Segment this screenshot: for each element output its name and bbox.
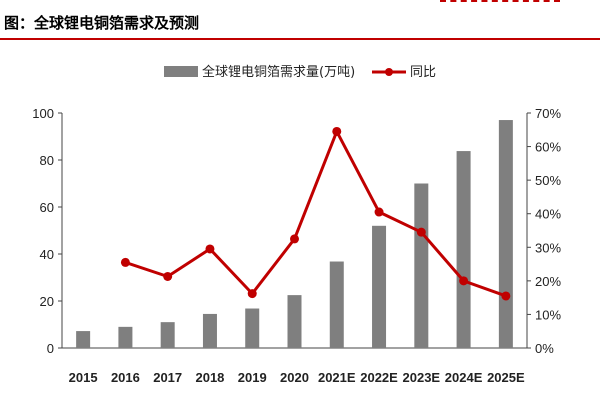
growth-point	[332, 126, 342, 136]
growth-line-path	[124, 127, 507, 298]
title-underline	[0, 38, 600, 40]
bar	[245, 308, 260, 348]
bar	[118, 326, 133, 348]
bars	[76, 120, 513, 348]
legend-bar-swatch	[164, 66, 198, 77]
bar	[372, 225, 387, 348]
growth-point	[501, 291, 511, 301]
bar	[456, 151, 471, 348]
y-left-tick-label: 40	[40, 247, 54, 262]
y-right-tick-label: 30%	[535, 240, 561, 255]
legend-line-label: 同比	[410, 65, 436, 80]
growth-point	[247, 289, 257, 299]
chart-title: 图：全球锂电铜箔需求及预测	[4, 14, 200, 32]
y-left-tick-label: 0	[47, 341, 54, 356]
y-right-tick-label: 40%	[535, 207, 561, 222]
growth-point	[205, 244, 215, 254]
x-tick-label: 2025E	[487, 370, 525, 385]
x-tick-label: 2023E	[403, 370, 441, 385]
y-left-tick-label: 20	[40, 294, 54, 309]
bar	[287, 295, 302, 348]
legend: 全球锂电铜箔需求量(万吨) 同比	[164, 64, 436, 80]
bar	[414, 183, 429, 348]
growth-point	[163, 271, 173, 281]
x-tick-label: 2021E	[318, 370, 356, 385]
bar	[160, 322, 175, 348]
decorative-dash-line	[440, 0, 560, 2]
x-tick-label: 2019	[238, 370, 267, 385]
axes: 0 20 40 60 80 100 0% 10% 20% 30% 40% 50% 60% 70% 2015 2…	[32, 106, 561, 385]
y-right-tick-label: 70%	[535, 106, 561, 121]
x-tick-label: 2017	[153, 370, 182, 385]
bar	[498, 120, 513, 348]
y-right-tick-label: 0%	[535, 341, 554, 356]
growth-line	[120, 126, 511, 301]
growth-point	[459, 276, 469, 286]
x-tick-label: 2020	[280, 370, 309, 385]
x-tick-label: 2022E	[360, 370, 398, 385]
x-tick-label: 2018	[195, 370, 224, 385]
y-right-tick-label: 20%	[535, 274, 561, 289]
y-right-tick-label: 50%	[535, 173, 561, 188]
y-right-tick-label: 10%	[535, 307, 561, 322]
bar	[202, 313, 217, 348]
y-right-tick-label: 60%	[535, 140, 561, 155]
bar	[329, 261, 344, 348]
bar	[76, 331, 91, 348]
legend-bar-label: 全球锂电铜箔需求量(万吨)	[202, 64, 355, 80]
legend-line-marker	[385, 68, 393, 76]
x-tick-label: 2016	[111, 370, 140, 385]
growth-point	[374, 207, 384, 217]
y-left-tick-label: 80	[40, 153, 54, 168]
x-tick-label: 2024E	[445, 370, 483, 385]
x-tick-label: 2015	[69, 370, 98, 385]
y-left-tick-label: 100	[32, 106, 54, 121]
title-bar: 图：全球锂电铜箔需求及预测	[0, 0, 600, 40]
growth-point	[120, 257, 130, 267]
growth-point	[416, 227, 426, 237]
growth-point	[290, 234, 299, 244]
y-left-tick-label: 60	[40, 200, 54, 215]
